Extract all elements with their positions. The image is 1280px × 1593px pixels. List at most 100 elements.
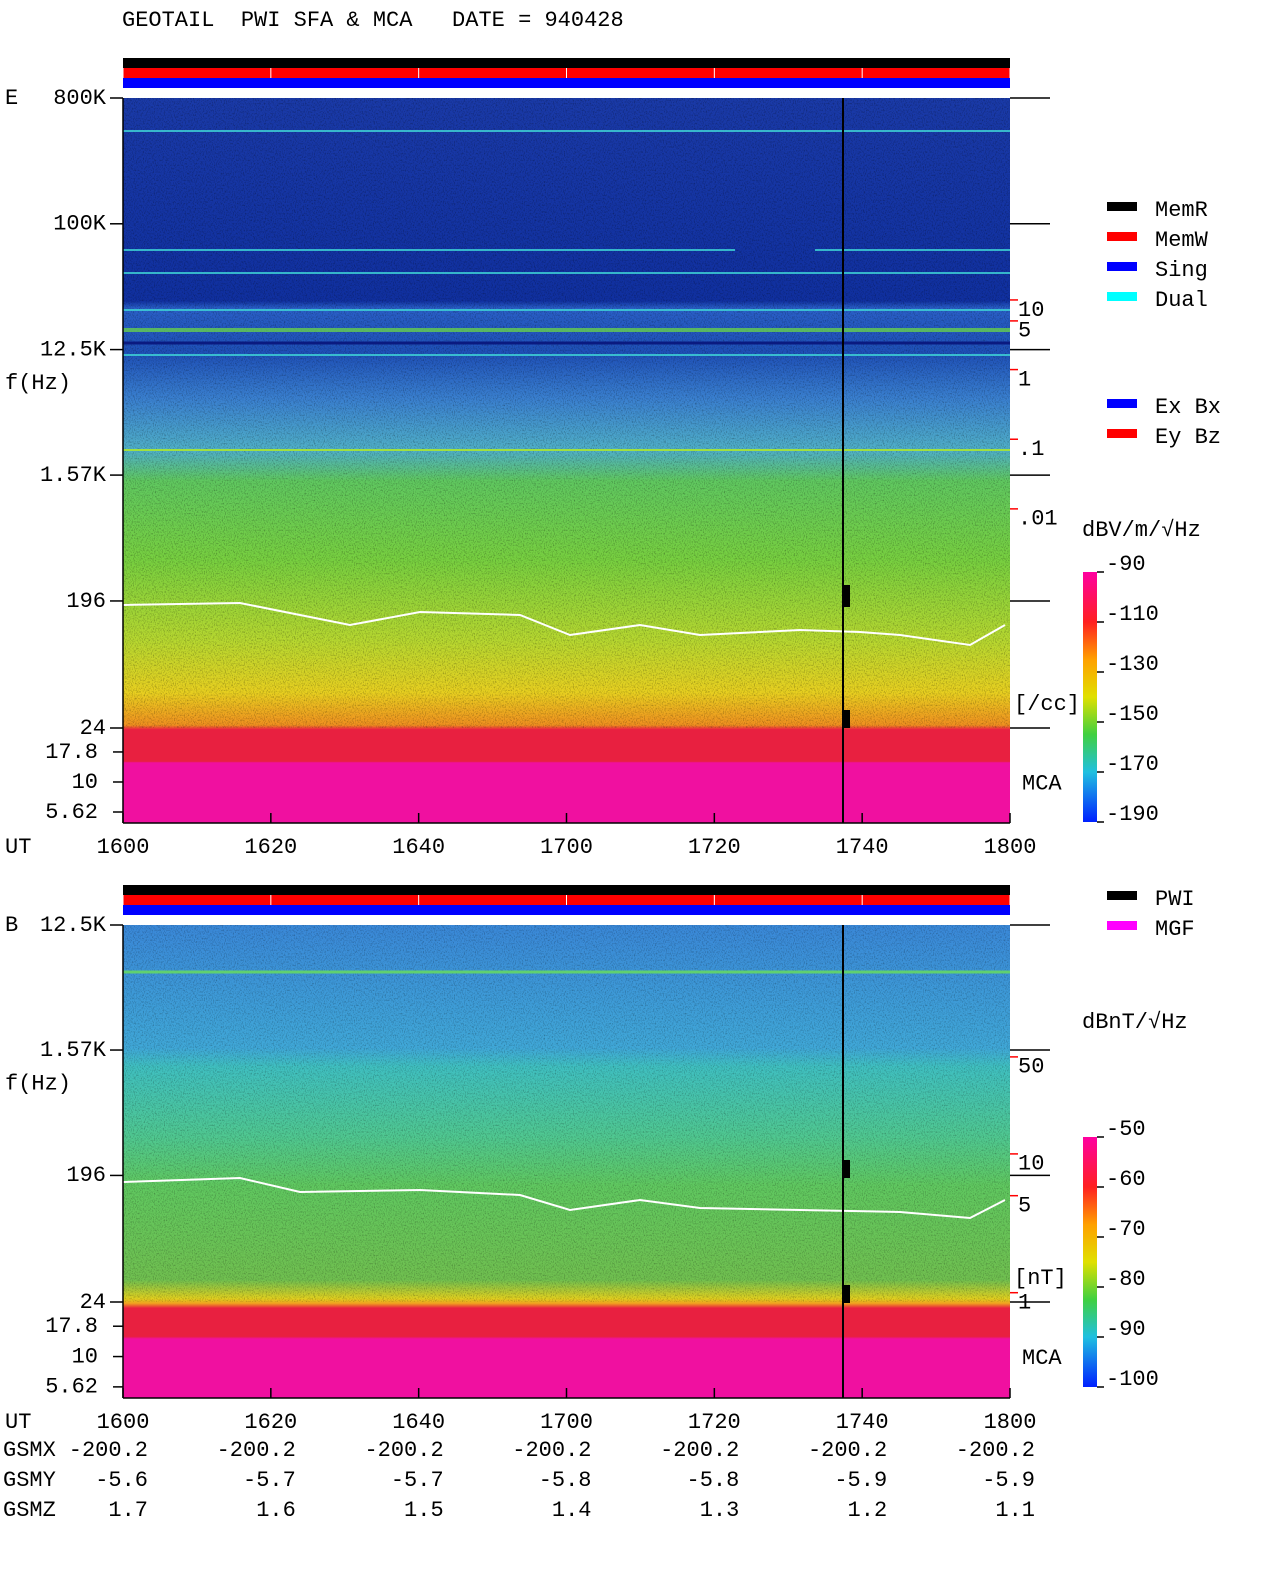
- orbit-value: -5.9: [982, 1468, 1035, 1493]
- colorbar-tick-label: -50: [1106, 1117, 1146, 1142]
- orbit-value: -5.6: [95, 1468, 148, 1493]
- mca-label: MCA: [1022, 1346, 1062, 1371]
- x-tick-label: 1600: [97, 835, 150, 860]
- colorbar-label: dBnT/√Hz: [1082, 1010, 1188, 1035]
- x-tick-label: 1800: [984, 835, 1037, 860]
- orbit-value: -200.2: [364, 1438, 443, 1463]
- orbit-value: -200.2: [512, 1438, 591, 1463]
- orbit-value: -5.7: [391, 1468, 444, 1493]
- legend-swatch: [1107, 292, 1137, 301]
- y-tick-label: 800K: [53, 86, 107, 111]
- colorbar-tick-label: -170: [1106, 752, 1159, 777]
- colorbar-tick-label: -130: [1106, 652, 1159, 677]
- orbit-value: -200.2: [808, 1438, 887, 1463]
- legend-label: MemR: [1155, 198, 1208, 223]
- legend-label: Ey Bz: [1155, 425, 1221, 450]
- mca-tick-label: 17.8: [45, 1314, 98, 1339]
- y-axis-label: f(Hz): [5, 1071, 71, 1096]
- mca-tick-label: 10: [72, 1344, 98, 1369]
- legend-swatch: [1107, 429, 1137, 438]
- density-tick-label: .1: [1018, 437, 1044, 462]
- mca-tick-label: 5.62: [45, 1375, 98, 1400]
- legend-label: PWI: [1155, 887, 1195, 912]
- orbit-value: -200.2: [956, 1438, 1035, 1463]
- legend-label: MemW: [1155, 228, 1209, 253]
- x-tick-label: 1640: [392, 835, 445, 860]
- legend-swatch: [1107, 891, 1137, 900]
- x-tick-label: 1800: [984, 1410, 1037, 1435]
- colorbar-tick-label: -70: [1106, 1217, 1146, 1242]
- legend-swatch: [1107, 399, 1137, 408]
- orbit-value: 1.3: [700, 1498, 740, 1523]
- density-tick-label: 5: [1018, 319, 1031, 344]
- orbit-value: -200.2: [217, 1438, 296, 1463]
- spectrogram-e: [122, 58, 1010, 823]
- orbit-value: 1.5: [404, 1498, 444, 1523]
- density-tick-label: 1: [1018, 1291, 1031, 1316]
- y-tick-label: 24: [80, 716, 106, 741]
- x-tick-label: 1640: [392, 1410, 445, 1435]
- x-tick-label: 1700: [540, 835, 593, 860]
- mca-label: MCA: [1022, 771, 1062, 796]
- orbit-value: 1.6: [256, 1498, 296, 1523]
- spectrogram-b: [122, 885, 1010, 1398]
- legend-label: Sing: [1155, 258, 1208, 283]
- y-tick-label: 24: [80, 1290, 106, 1315]
- legend-swatch: [1107, 202, 1137, 211]
- y-tick-label: 1.57K: [40, 463, 107, 488]
- orbit-value: -5.8: [687, 1468, 740, 1493]
- panel-label: E: [5, 86, 18, 111]
- density-tick-label: .01: [1018, 507, 1058, 532]
- orbit-value: -5.8: [539, 1468, 592, 1493]
- legend-label: Dual: [1155, 288, 1208, 313]
- x-tick-label: 1700: [540, 1410, 593, 1435]
- x-tick-label: 1600: [97, 1410, 150, 1435]
- mca-tick-label: 5.62: [45, 800, 98, 825]
- density-tick-label: 10: [1018, 298, 1044, 323]
- colorbar-tick-label: -90: [1106, 552, 1146, 577]
- colorbar-tick-label: -80: [1106, 1267, 1146, 1292]
- colorbar-label: dBV/m/√Hz: [1082, 518, 1201, 543]
- orbit-value: -200.2: [69, 1438, 148, 1463]
- orbit-value: 1.1: [995, 1498, 1035, 1523]
- x-tick-label: 1620: [244, 1410, 297, 1435]
- x-tick-label: 1720: [688, 835, 741, 860]
- x-tick-label: 1720: [688, 1410, 741, 1435]
- y-tick-label: 100K: [53, 212, 107, 237]
- colorbar-tick-label: -60: [1106, 1167, 1146, 1192]
- colorbar-tick-label: -90: [1106, 1317, 1146, 1342]
- mca-tick-label: 17.8: [45, 740, 98, 765]
- legend-swatch: [1107, 262, 1137, 271]
- orbit-value: 1.2: [848, 1498, 888, 1523]
- colorbar-tick-label: -100: [1106, 1367, 1159, 1392]
- y-tick-label: 196: [66, 589, 106, 614]
- orbit-value: -200.2: [660, 1438, 739, 1463]
- x-axis-label: UT: [5, 835, 31, 860]
- legend-swatch: [1107, 921, 1137, 930]
- colorbar-tick-label: -150: [1106, 702, 1159, 727]
- orbit-value: 1.4: [552, 1498, 592, 1523]
- density-tick-label: 1: [1018, 367, 1031, 392]
- orbit-label: GSMZ: [3, 1498, 56, 1523]
- colorbar: [1083, 572, 1097, 822]
- legend-label: MGF: [1155, 917, 1195, 942]
- legend-label: Ex Bx: [1155, 395, 1221, 420]
- legend-swatch: [1107, 232, 1137, 241]
- orbit-label: GSMX: [3, 1438, 56, 1463]
- x-tick-label: 1740: [836, 835, 889, 860]
- title: GEOTAIL PWI SFA & MCA DATE = 940428: [122, 8, 624, 33]
- y-tick-label: 196: [66, 1163, 106, 1188]
- density-label: [nT]: [1014, 1266, 1067, 1291]
- density-tick-label: 5: [1018, 1194, 1031, 1219]
- x-tick-label: 1620: [244, 835, 297, 860]
- colorbar: [1083, 1137, 1097, 1387]
- orbit-value: -5.9: [834, 1468, 887, 1493]
- mca-tick-label: 10: [72, 770, 98, 795]
- y-axis-label: f(Hz): [5, 371, 71, 396]
- y-tick-label: 12.5K: [40, 913, 107, 938]
- y-tick-label: 1.57K: [40, 1038, 107, 1063]
- orbit-value: 1.7: [108, 1498, 148, 1523]
- y-tick-label: 12.5K: [40, 337, 107, 362]
- x-axis-label: UT: [5, 1410, 31, 1435]
